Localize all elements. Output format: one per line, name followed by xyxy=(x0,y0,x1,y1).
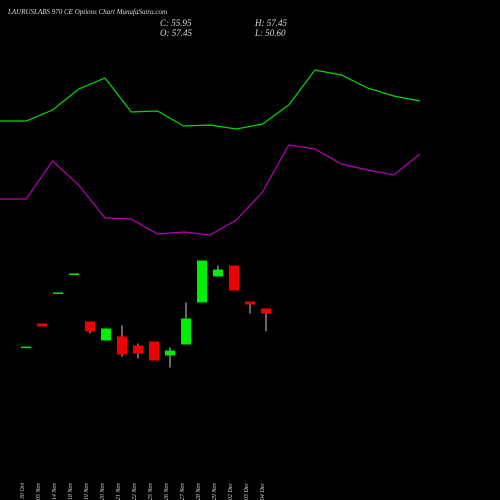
candle-body xyxy=(213,269,223,277)
candle-body xyxy=(181,318,191,345)
indicator-line xyxy=(0,144,421,236)
x-tick-label: 22 Nov xyxy=(132,483,138,500)
candle-body xyxy=(85,321,95,332)
x-tick-label: 14 Nov xyxy=(51,483,58,500)
candle-body xyxy=(117,336,127,355)
x-tick-label: 25 Nov xyxy=(148,483,154,500)
candle-body xyxy=(165,350,175,356)
candle-body xyxy=(149,341,159,361)
x-tick-label: 26 Nov xyxy=(164,483,170,500)
x-tick-label: 05 Nov xyxy=(36,483,42,500)
x-tick-label: 21 Nov xyxy=(116,483,122,500)
x-tick-label: 27 Nov xyxy=(180,483,186,500)
x-tick-label: 18 Nov xyxy=(68,483,74,500)
chart-title: LAURUSLABS 970 CE Options Chart MunafaSu… xyxy=(7,8,167,16)
x-tick-label: 04 Dec xyxy=(259,483,266,500)
candle-body xyxy=(101,328,111,341)
close-label: C: 55.95 xyxy=(160,18,192,28)
candle-body xyxy=(197,260,207,303)
low-label: L: 50.60 xyxy=(254,28,286,38)
candle-body xyxy=(261,308,271,314)
candle-body xyxy=(133,345,143,354)
open-label: O: 57.45 xyxy=(160,28,192,38)
x-tick-label: 28 Nov xyxy=(196,483,202,500)
high-label: H: 57.45 xyxy=(254,18,287,28)
indicator-line xyxy=(0,69,421,130)
candle-body xyxy=(245,301,255,305)
x-tick-label: 19 Nov xyxy=(84,483,90,500)
candle-body xyxy=(37,323,47,327)
candle-body xyxy=(229,265,239,291)
x-tick-label: 30 Oct xyxy=(20,483,26,500)
x-tick-label: 02 Dec xyxy=(228,483,234,500)
candle-body xyxy=(21,346,31,349)
x-tick-label: 29 Nov xyxy=(212,483,218,500)
candle-body xyxy=(53,292,63,294)
x-tick-label: 03 Dec xyxy=(244,483,250,500)
x-tick-label: 20 Nov xyxy=(100,483,106,500)
candle-body xyxy=(69,273,79,275)
